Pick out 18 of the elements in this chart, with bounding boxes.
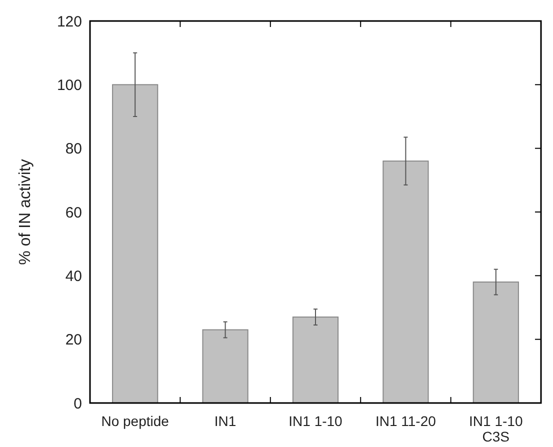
x-tick-label: No peptide xyxy=(101,412,170,429)
x-tick-label: IN1 xyxy=(214,412,236,429)
bar xyxy=(112,84,158,404)
y-axis-title: % of IN activity xyxy=(17,159,34,265)
bar xyxy=(202,329,248,404)
bar xyxy=(292,316,339,404)
bar xyxy=(472,282,519,404)
y-tick-label: 100 xyxy=(56,76,82,94)
y-tick-label: 0 xyxy=(74,395,82,412)
bar xyxy=(382,160,429,404)
x-tick-label: IN1 1-10 xyxy=(288,412,343,429)
y-tick-label: 120 xyxy=(56,13,82,30)
y-tick-label: 60 xyxy=(65,204,82,222)
y-tick-label: 20 xyxy=(65,332,82,349)
y-tick-label: 80 xyxy=(65,140,82,158)
y-tick-label: 40 xyxy=(65,268,82,285)
x-tick-label: IN1 1-10 C3S xyxy=(469,412,523,444)
x-tick-label: IN1 11-20 xyxy=(375,412,436,429)
